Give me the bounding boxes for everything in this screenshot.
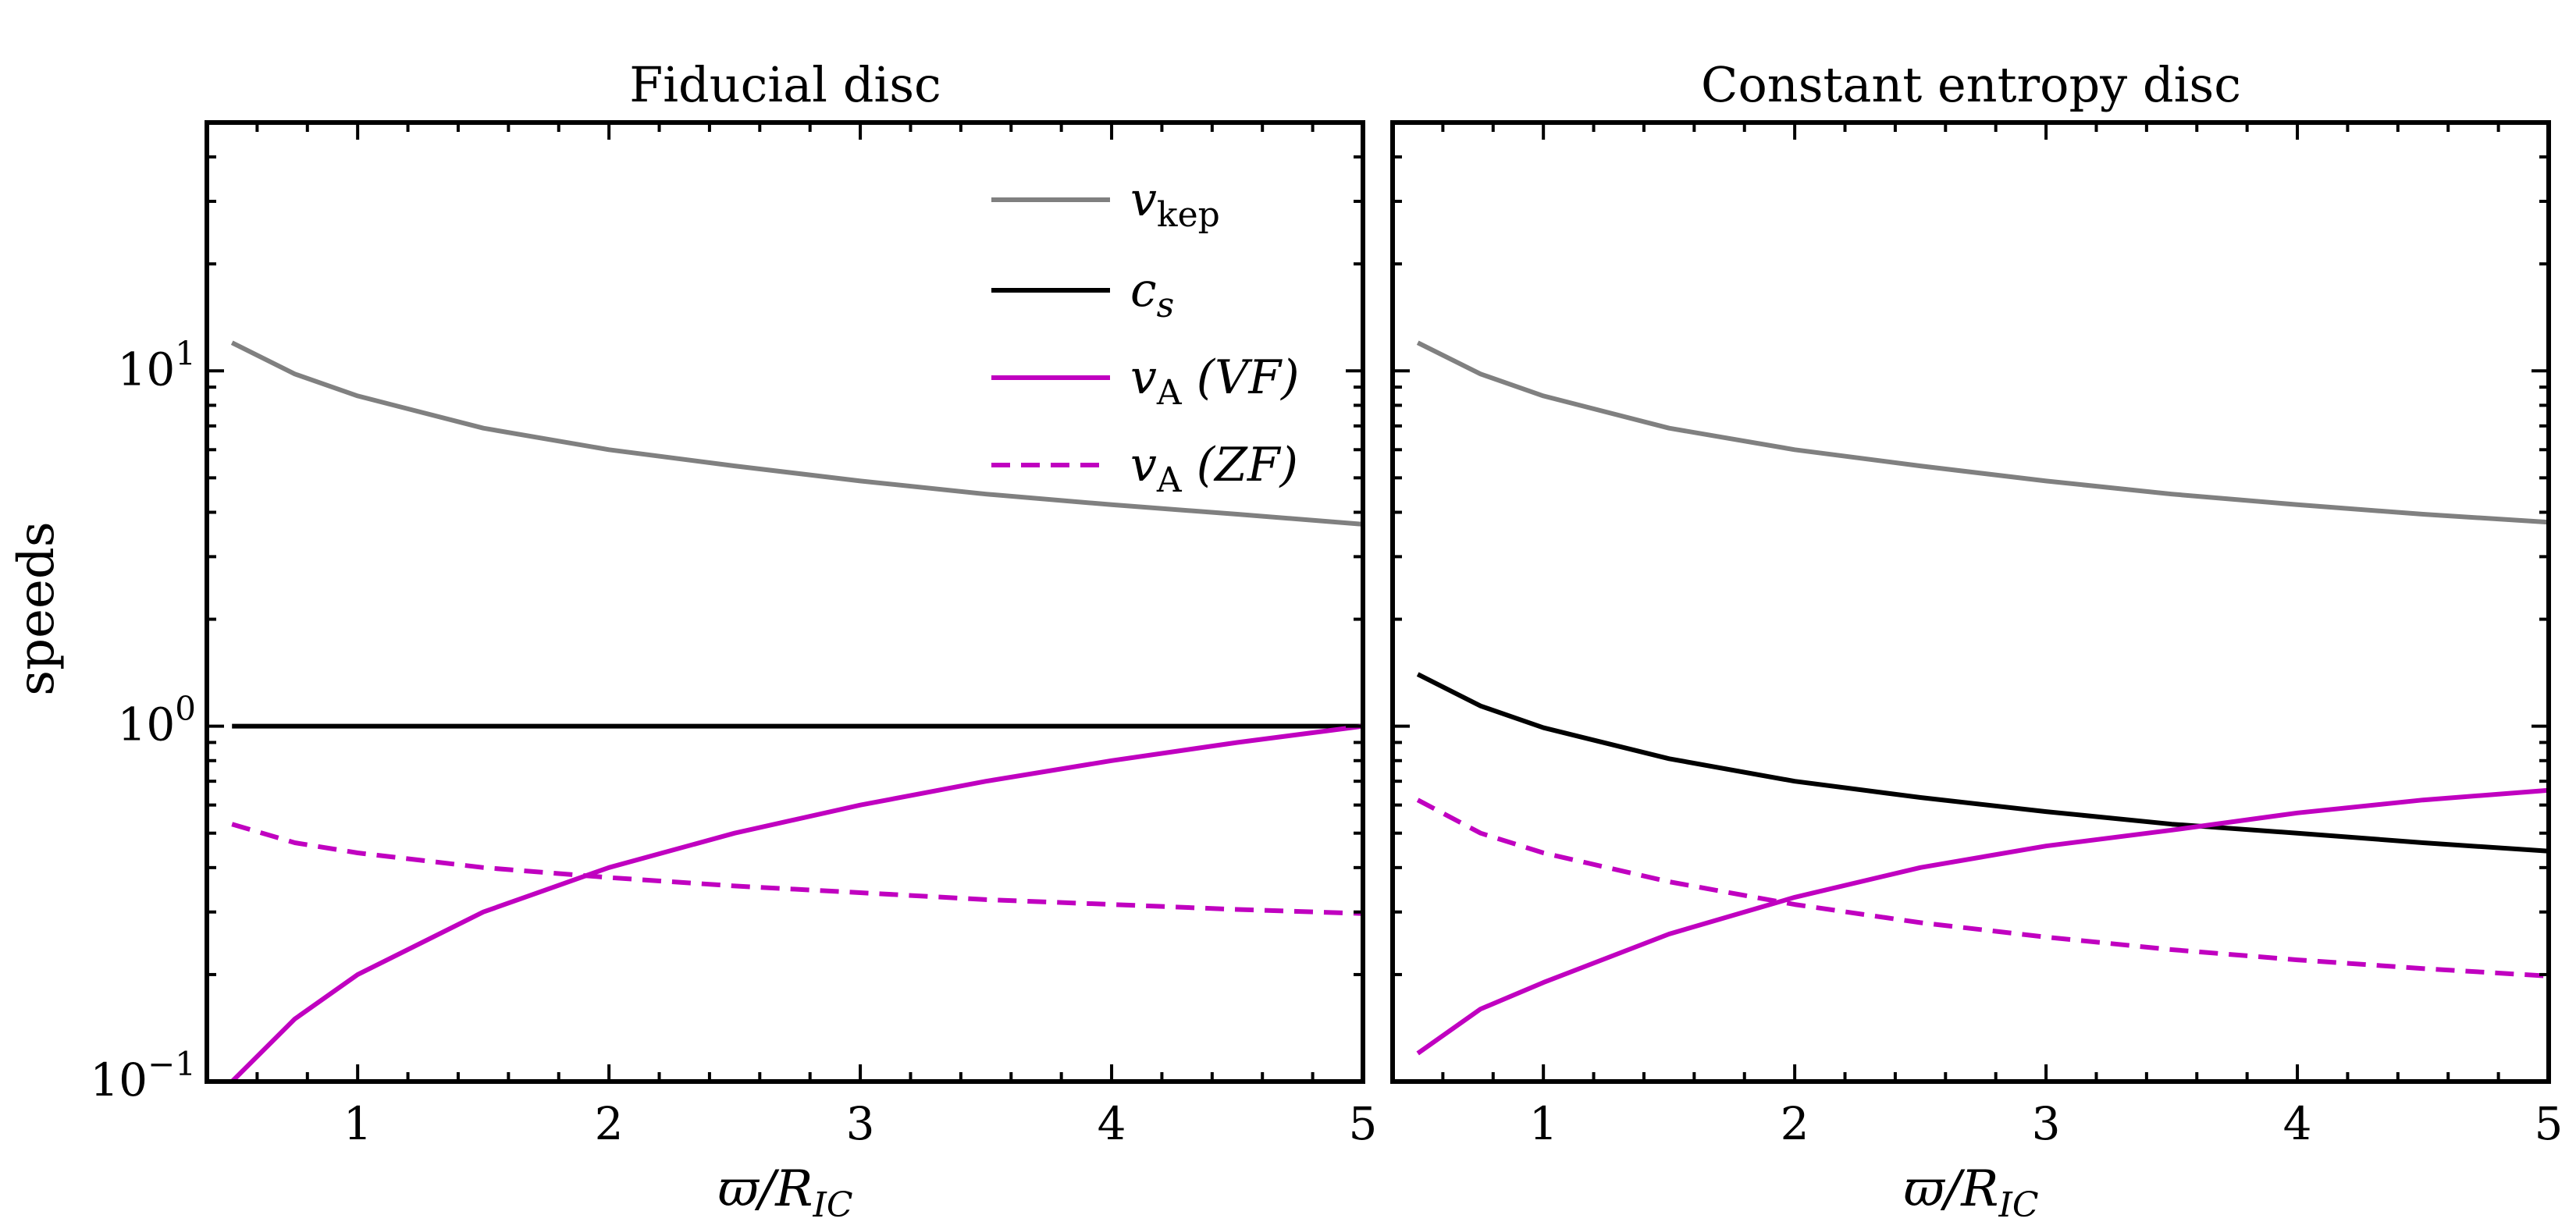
legend-label-vkep: v (1130, 172, 1157, 227)
x-axis-label: ϖ/RIC (718, 1160, 853, 1225)
panel-fiducial-disc: Fiducial disc 1 2 3 4 5 101 100 10−1 ϖ/RIC vke… (90, 56, 1377, 1225)
series-line-vaVF (1416, 787, 2549, 1056)
x-tick-label: 5 (1349, 1097, 1378, 1150)
x-tick-label: 4 (2283, 1097, 2312, 1150)
legend-item-va-zf: vA (ZF) (991, 438, 1298, 500)
legend-item-vkep: vkep (991, 172, 1220, 235)
axes-frame (205, 120, 1365, 1084)
legend-label-va-zf: v (1130, 438, 1157, 492)
svg-text:vA (ZF): vA (ZF) (1130, 438, 1298, 500)
x-tick-label: 2 (1781, 1097, 1809, 1150)
axes-frame (1390, 120, 2551, 1084)
legend-item-cs: cs (991, 263, 1174, 325)
x-tick-label: 2 (595, 1097, 624, 1150)
y-tick-labels: 101 100 10−1 (90, 334, 196, 1106)
panel-constant-entropy-disc: Constant entropy disc 1 2 3 4 5 ϖ/RIC (1390, 56, 2564, 1225)
plot-area (1390, 120, 2551, 1084)
x-tick-label: 3 (846, 1097, 875, 1150)
x-tick-label: 1 (1529, 1097, 1558, 1150)
x-tick-label: 3 (2032, 1097, 2061, 1150)
series-line-vaZF (1416, 797, 2549, 979)
legend-label-cs: c (1130, 263, 1157, 318)
series-line-vkep (230, 340, 1364, 527)
legend-label-va-vf: v (1130, 350, 1157, 405)
plot-area (205, 120, 1365, 1084)
legend: vkep cs vA (VF) vA (ZF) (991, 172, 1300, 500)
y-tick-label: 100 (117, 690, 196, 751)
x-tick-labels: 1 2 3 4 5 (1529, 1097, 2564, 1150)
series-line-vkep (1416, 340, 2549, 525)
series-line-cs (1416, 672, 2549, 854)
svg-text:vkep: vkep (1130, 172, 1220, 235)
x-tick-label: 4 (1098, 1097, 1126, 1150)
panel-title: Fiducial disc (629, 56, 941, 113)
x-tick-labels: 1 2 3 4 5 (343, 1097, 1378, 1150)
x-tick-label: 5 (2535, 1097, 2564, 1150)
series-line-vaVF (230, 723, 1364, 1084)
y-tick-label: 101 (117, 334, 196, 396)
x-tick-label: 1 (343, 1097, 372, 1150)
y-axis-label: speeds (8, 521, 66, 695)
legend-item-va-vf: vA (VF) (991, 350, 1300, 413)
panel-title: Constant entropy disc (1701, 56, 2241, 113)
svg-text:vA (VF): vA (VF) (1130, 350, 1300, 413)
series-line-vaZF (231, 822, 1364, 916)
y-tick-label: 10−1 (90, 1045, 196, 1106)
x-axis-label: ϖ/RIC (1904, 1160, 2039, 1225)
svg-text:cs: cs (1130, 263, 1174, 325)
